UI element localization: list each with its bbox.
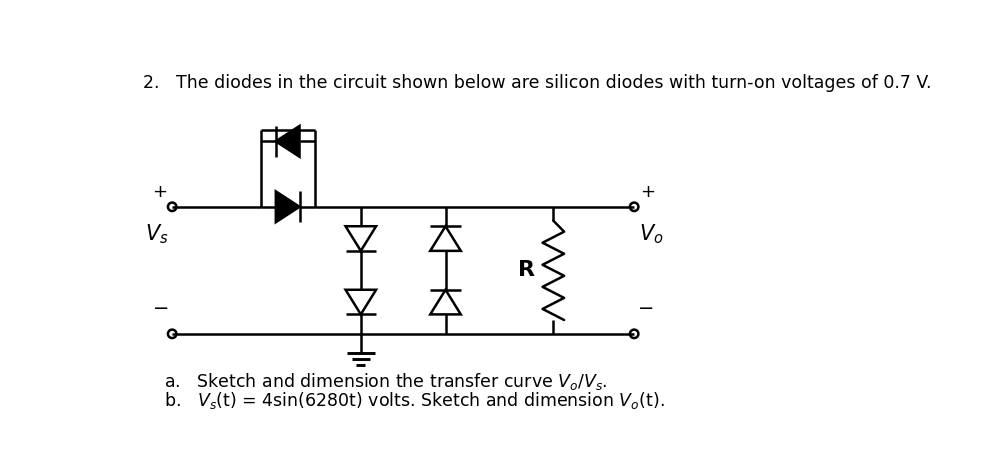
Text: +: + xyxy=(640,183,655,201)
Text: R: R xyxy=(518,261,535,280)
Text: a.   Sketch and dimension the transfer curve $V_o$/$V_s$.: a. Sketch and dimension the transfer cur… xyxy=(164,371,608,392)
Polygon shape xyxy=(430,290,460,314)
Text: −: − xyxy=(153,299,170,319)
Polygon shape xyxy=(276,126,299,157)
Text: −: − xyxy=(638,299,655,319)
Polygon shape xyxy=(276,191,299,222)
Polygon shape xyxy=(346,226,376,251)
Text: b.   $V_s$(t) = 4sin(6280t) volts. Sketch and dimension $V_o$(t).: b. $V_s$(t) = 4sin(6280t) volts. Sketch … xyxy=(164,390,665,411)
Polygon shape xyxy=(430,226,460,251)
Polygon shape xyxy=(346,290,376,314)
Text: $V_s$: $V_s$ xyxy=(145,222,169,246)
Text: $V_o$: $V_o$ xyxy=(639,222,663,246)
Text: +: + xyxy=(152,183,167,201)
Text: 2.   The diodes in the circuit shown below are silicon diodes with turn-on volta: 2. The diodes in the circuit shown below… xyxy=(143,74,932,92)
